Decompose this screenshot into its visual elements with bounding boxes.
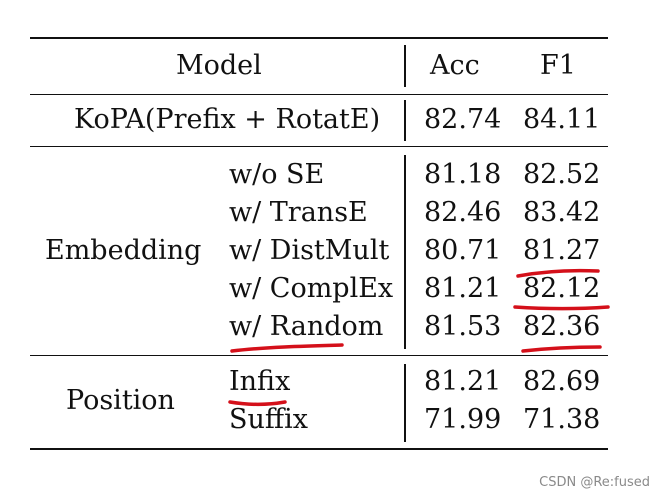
baseline-rule xyxy=(30,146,608,148)
row-acc: 71.99 xyxy=(424,404,502,435)
header-acc: Acc xyxy=(430,50,480,81)
header-rule xyxy=(30,94,608,96)
row-variant: w/ DistMult xyxy=(229,235,390,266)
group-divider-rule xyxy=(30,355,608,357)
row-acc: 81.18 xyxy=(424,159,502,190)
underline-stroke xyxy=(230,343,344,353)
row-variant: w/ TransE xyxy=(229,197,368,228)
top-rule xyxy=(30,37,608,39)
row-variant: Suffix xyxy=(229,404,308,435)
bottom-rule xyxy=(30,448,608,450)
row-acc: 81.21 xyxy=(424,366,502,397)
header-model: Model xyxy=(176,50,262,81)
underline-stroke xyxy=(513,305,610,311)
group-label-embedding: Embedding xyxy=(45,235,202,266)
row-f1: 82.36 xyxy=(523,311,601,342)
baseline-acc: 82.74 xyxy=(424,104,502,135)
header-f1: F1 xyxy=(540,50,576,81)
row-f1: 82.69 xyxy=(523,366,601,397)
row-variant: w/ ComplEx xyxy=(229,273,394,304)
group-label-position: Position xyxy=(66,385,175,416)
row-variant: w/o SE xyxy=(229,159,325,190)
row-f1: 82.52 xyxy=(523,159,601,190)
underline-stroke xyxy=(521,345,602,353)
column-separator xyxy=(404,155,406,349)
row-acc: 81.21 xyxy=(424,273,502,304)
row-f1: 71.38 xyxy=(523,404,601,435)
row-acc: 82.46 xyxy=(424,197,502,228)
row-variant: Infix xyxy=(229,366,291,397)
row-f1: 82.12 xyxy=(523,273,601,304)
row-f1: 83.42 xyxy=(523,197,601,228)
row-variant: w/ Random xyxy=(229,311,384,342)
row-acc: 80.71 xyxy=(424,235,502,266)
column-separator xyxy=(404,364,406,442)
column-separator xyxy=(404,100,406,141)
watermark: CSDN @Re:fused xyxy=(539,475,650,490)
baseline-model: KoPA(Prefix + RotatE) xyxy=(74,104,381,135)
row-acc: 81.53 xyxy=(424,311,502,342)
baseline-f1: 84.11 xyxy=(523,104,601,135)
column-separator xyxy=(404,45,406,87)
row-f1: 81.27 xyxy=(523,235,601,266)
